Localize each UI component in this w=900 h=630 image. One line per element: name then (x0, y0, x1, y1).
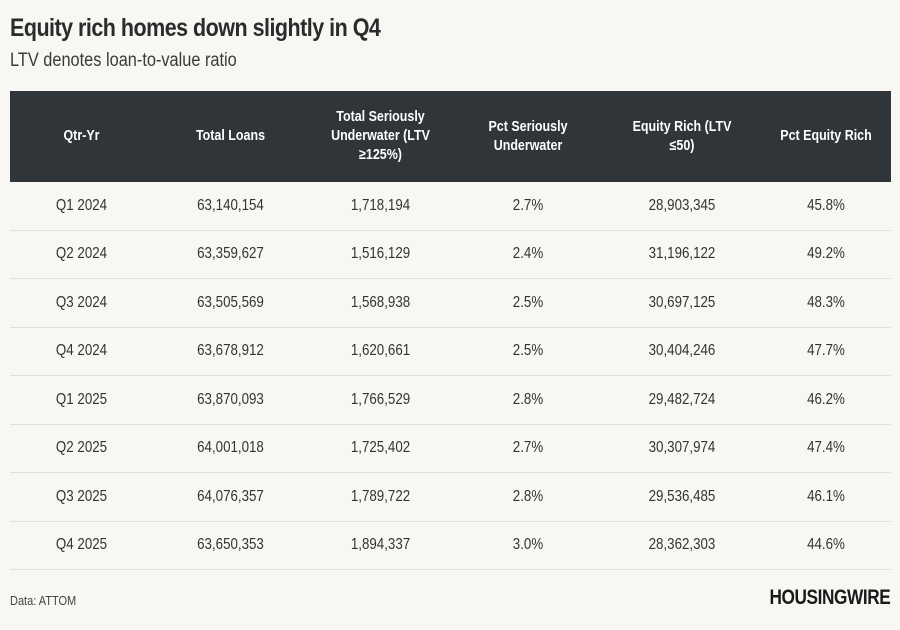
cell-pct-equity-rich: 47.4% (807, 439, 845, 457)
column-header-equity-rich: Equity Rich (LTV ≤50) (632, 118, 732, 154)
cell-total-loans: 64,001,018 (197, 439, 264, 457)
chart-subtitle: LTV denotes loan-to-value ratio (10, 50, 237, 71)
cell-qtr-yr: Q1 2025 (55, 390, 108, 408)
data-table: Qtr-Yr Total Loans Total Seriously Under… (10, 91, 891, 570)
cell-pct-equity-rich: 47.7% (807, 342, 845, 360)
table-row: Q3 2024 63,505,569 1,568,938 2.5% 30,697… (10, 279, 891, 328)
cell-pct-seriously-underwater: 2.7% (512, 196, 544, 214)
table-row: Q3 2025 64,076,357 1,789,722 2.8% 29,536… (10, 473, 891, 522)
cell-seriously-underwater: 1,894,337 (350, 536, 411, 554)
cell-equity-rich: 30,307,974 (648, 439, 716, 457)
cell-seriously-underwater: 1,789,722 (350, 487, 411, 505)
cell-total-loans: 63,140,154 (197, 196, 264, 214)
cell-pct-equity-rich: 46.1% (807, 487, 845, 505)
cell-qtr-yr: Q4 2024 (55, 342, 108, 360)
table-row: Q2 2025 64,001,018 1,725,402 2.7% 30,307… (10, 425, 891, 473)
cell-equity-rich: 29,536,485 (648, 487, 716, 505)
column-header-pct-seriously-underwater: Pct Seriously Underwater (488, 118, 568, 154)
cell-equity-rich: 28,362,303 (648, 536, 716, 554)
data-source-note: Data: ATTOM (10, 594, 77, 608)
cell-pct-seriously-underwater: 2.5% (512, 342, 544, 360)
cell-pct-seriously-underwater: 3.0% (512, 536, 544, 554)
cell-pct-equity-rich: 46.2% (807, 390, 845, 408)
cell-qtr-yr: Q2 2024 (55, 245, 108, 263)
table-row: Q1 2024 63,140,154 1,718,194 2.7% 28,903… (10, 182, 891, 231)
cell-total-loans: 63,870,093 (197, 390, 264, 408)
cell-total-loans: 64,076,357 (197, 487, 264, 505)
cell-pct-equity-rich: 49.2% (807, 245, 845, 263)
column-header-pct-equity-rich: Pct Equity Rich (780, 128, 872, 144)
cell-pct-equity-rich: 44.6% (807, 536, 845, 554)
cell-seriously-underwater: 1,516,129 (350, 245, 411, 263)
cell-total-loans: 63,650,353 (197, 536, 264, 554)
cell-equity-rich: 28,903,345 (648, 196, 716, 214)
cell-seriously-underwater: 1,725,402 (350, 439, 411, 457)
cell-pct-seriously-underwater: 2.5% (512, 293, 544, 311)
table-row: Q1 2025 63,870,093 1,766,529 2.8% 29,482… (10, 376, 891, 425)
column-header-qtr-yr: Qtr-Yr (63, 128, 100, 144)
cell-pct-equity-rich: 48.3% (807, 293, 845, 311)
cell-seriously-underwater: 1,718,194 (350, 196, 411, 214)
cell-seriously-underwater: 1,568,938 (350, 293, 411, 311)
cell-qtr-yr: Q4 2025 (55, 536, 108, 554)
cell-qtr-yr: Q2 2025 (55, 439, 108, 457)
cell-seriously-underwater: 1,766,529 (350, 390, 411, 408)
cell-total-loans: 63,505,569 (197, 293, 264, 311)
cell-pct-seriously-underwater: 2.4% (512, 245, 544, 263)
cell-qtr-yr: Q1 2024 (55, 196, 108, 214)
cell-equity-rich: 31,196,122 (648, 245, 716, 263)
cell-qtr-yr: Q3 2025 (55, 487, 108, 505)
cell-equity-rich: 30,697,125 (648, 293, 716, 311)
cell-total-loans: 63,678,912 (197, 342, 264, 360)
cell-pct-equity-rich: 45.8% (807, 196, 845, 214)
table-header: Qtr-Yr Total Loans Total Seriously Under… (10, 91, 891, 182)
column-header-total-loans: Total Loans (195, 128, 266, 144)
cell-equity-rich: 29,482,724 (648, 390, 716, 408)
table-row: Q2 2024 63,359,627 1,516,129 2.4% 31,196… (10, 231, 891, 279)
cell-pct-seriously-underwater: 2.8% (512, 487, 544, 505)
cell-pct-seriously-underwater: 2.7% (512, 439, 544, 457)
cell-pct-seriously-underwater: 2.8% (512, 390, 544, 408)
housingwire-logo: HOUSINGWIRE (769, 586, 890, 609)
cell-equity-rich: 30,404,246 (648, 342, 716, 360)
cell-qtr-yr: Q3 2024 (55, 293, 108, 311)
table-row: Q4 2024 63,678,912 1,620,661 2.5% 30,404… (10, 328, 891, 376)
chart-title: Equity rich homes down slightly in Q4 (10, 14, 381, 42)
cell-seriously-underwater: 1,620,661 (350, 342, 411, 360)
table-row: Q4 2025 63,650,353 1,894,337 3.0% 28,362… (10, 522, 891, 570)
cell-total-loans: 63,359,627 (197, 245, 264, 263)
column-header-seriously-underwater: Total Seriously Underwater (LTV ≥125%) (331, 109, 430, 163)
